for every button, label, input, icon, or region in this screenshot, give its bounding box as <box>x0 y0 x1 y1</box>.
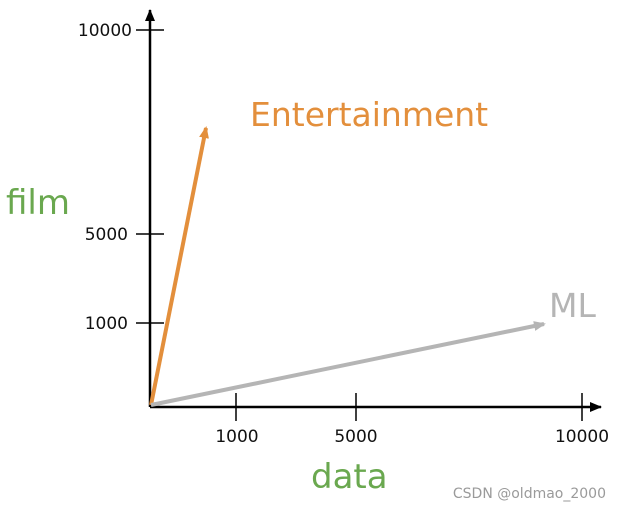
y-tick-label-10000: 10000 <box>78 21 132 41</box>
entertainment-vector <box>149 126 209 406</box>
y-tick-label-5000: 5000 <box>85 225 128 245</box>
x-tick-label-5000: 5000 <box>334 427 377 447</box>
entertainment-label: Entertainment <box>250 95 488 134</box>
y-axis-title: film <box>6 183 70 223</box>
x-tick-group: 1000 5000 10000 <box>215 393 609 447</box>
watermark: CSDN @oldmao_2000 <box>453 486 606 502</box>
ml-vector <box>150 321 546 407</box>
ml-label: ML <box>549 286 596 325</box>
y-tick-group: 10000 5000 1000 <box>78 21 164 334</box>
y-tick-label-1000: 1000 <box>85 314 128 334</box>
x-axis-title: data <box>311 457 388 497</box>
x-tick-label-10000: 10000 <box>555 427 609 447</box>
x-tick-label-1000: 1000 <box>215 427 258 447</box>
